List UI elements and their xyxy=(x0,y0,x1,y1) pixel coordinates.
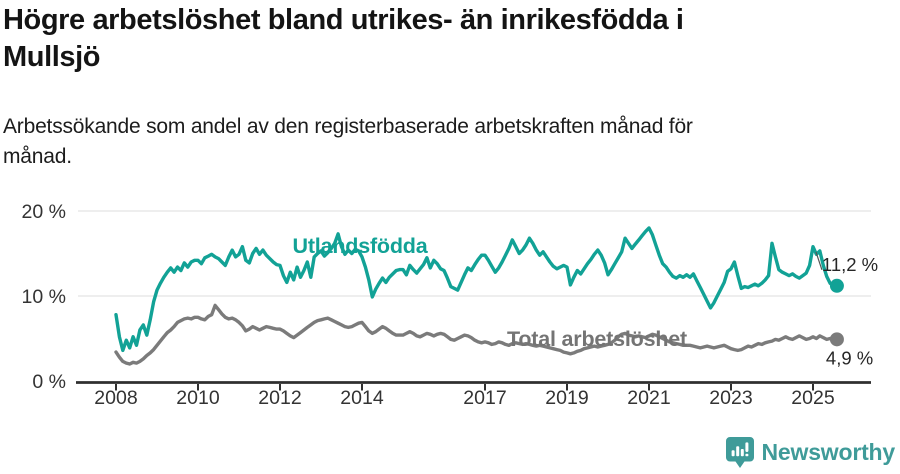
series-line-total-arbetsloshet xyxy=(114,303,839,366)
series-end-dot-total-arbetsloshet xyxy=(829,332,844,347)
series-line-utlandsfodda xyxy=(114,226,839,353)
chart-subtitle: Arbetssökande som andel av den registerb… xyxy=(3,112,883,172)
end-label-leader-line xyxy=(815,251,823,270)
x-axis-label-2008: 2008 xyxy=(94,387,137,409)
chart-subtitle-line2: månad. xyxy=(3,145,72,168)
x-axis-label-2014: 2014 xyxy=(340,387,384,409)
x-axis-label-2023: 2023 xyxy=(709,387,752,409)
end-value-label-total-arbetsloshet: 4,9 % xyxy=(826,347,873,368)
x-axis-label-2019: 2019 xyxy=(545,387,588,409)
unemployment-line-chart: 0 % 10 % 20 % 2008 2010 2012 2014 2017 2019 2021 2… xyxy=(22,201,879,409)
series-label-utlandsfodda: Utlandsfödda xyxy=(293,234,429,258)
speech-bubble-shape xyxy=(725,437,754,468)
chart-title-line2: Mullsjö xyxy=(3,41,101,73)
y-axis-label-0: 0 % xyxy=(32,371,66,393)
chart-title-line1: Högre arbetslöshet bland utrikes- än inr… xyxy=(3,4,684,36)
series-label-total-arbetsloshet: Total arbetslöshet xyxy=(507,327,687,351)
series-end-dot-utlandsfodda xyxy=(829,278,844,293)
chart-title: Högre arbetslöshet bland utrikes- än inr… xyxy=(3,2,883,76)
x-axis-label-2021: 2021 xyxy=(627,387,670,409)
x-axis-label-2017: 2017 xyxy=(463,387,506,409)
y-axis-label-10: 10 % xyxy=(22,286,66,308)
end-value-label-utlandsfodda: 11,2 % xyxy=(822,254,878,275)
x-axis-label-2012: 2012 xyxy=(258,387,301,409)
x-axis-label-2025: 2025 xyxy=(791,387,835,409)
x-axis-label-2010: 2010 xyxy=(176,387,220,409)
y-axis-label-20: 20 % xyxy=(22,201,66,223)
newsworthy-logo-icon xyxy=(725,436,755,469)
newsworthy-brand-name: Newsworthy xyxy=(761,439,896,465)
chart-subtitle-line1: Arbetssökande som andel av den registerb… xyxy=(3,115,693,138)
newsworthy-logo[interactable]: Newsworthy xyxy=(725,436,895,469)
